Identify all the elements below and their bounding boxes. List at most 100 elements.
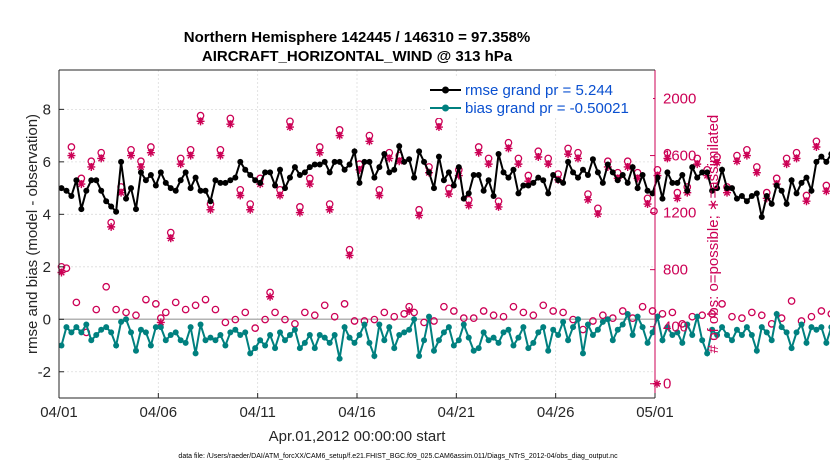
y2-tick-label: 0 [663,376,671,393]
y-tick-label: 4 [43,206,51,223]
rmse-point [222,179,229,186]
bias-point [798,321,805,328]
y-axis-label: rmse and bias (model - observation) [24,114,41,354]
bias-point [262,342,269,349]
bias-point [142,329,149,336]
obs-assimilated-marker [156,318,165,327]
obs-assimilated-marker [136,162,145,171]
rmse-point [589,156,596,163]
obs-assimilated-marker [166,234,175,243]
obs-assimilated-marker [57,268,66,277]
bias-point [286,332,293,339]
obs-assimilated-marker [216,151,225,160]
obs-assimilated-marker [87,162,96,171]
rmse-point [128,185,135,192]
obs-possible-marker [181,305,190,314]
obs-possible-marker [241,308,250,317]
rmse-point [485,177,492,184]
rmse-point [98,187,105,194]
bias-point [321,334,328,341]
obs-assimilated-marker [345,251,354,260]
obs-assimilated-marker [524,177,533,186]
bias-point [207,334,214,341]
obs-assimilated-marker [127,151,136,160]
bias-point [684,321,691,328]
bias-point [301,339,308,346]
obs-assimilated-marker [146,148,155,157]
bias-point [157,324,164,331]
x-tick-label: 04/11 [239,404,275,421]
bias-point [212,337,219,344]
rmse-point [808,187,815,194]
obs-possible-marker [430,317,438,325]
obs-assimilated-marker [246,205,255,214]
obs-assimilated-marker [285,123,294,132]
rmse-point [426,169,433,176]
rmse-point [788,177,795,184]
obs-possible-marker [261,315,269,324]
obs-assimilated-marker [752,168,761,177]
rmse-point [584,171,591,178]
obs-assimilated-marker [583,195,592,204]
y-tick-label: -2 [38,364,51,381]
obs-assimilated-marker [196,117,205,126]
obs-assimilated-marker [633,174,642,183]
bias-point [594,326,601,333]
obs-assimilated-marker [574,154,583,163]
bias-point [629,332,636,339]
rmse-point [803,174,810,181]
bias-point [495,339,502,346]
bias-point [440,329,447,336]
obs-possible-marker [370,315,379,324]
rmse-point [684,187,691,194]
y2-tick-label: 1200 [663,205,696,222]
obs-assimilated-marker [454,171,463,180]
obs-assimilated-marker [236,191,245,200]
rmse-point [639,171,646,178]
bias-point [728,337,735,344]
rmse-point [113,208,120,215]
bias-point [128,329,135,336]
rmse-point [326,169,333,176]
bias-point [540,324,547,331]
rmse-point [430,185,437,192]
obs-possible-marker [598,311,607,320]
bias-point [366,339,373,346]
bias-point [763,329,770,336]
rmse-point [316,161,323,168]
rmse-point [172,187,179,194]
chart-title: Northern Hemisphere 142445 / 146310 = 97… [184,29,530,46]
rmse-point [783,200,790,207]
rmse-point [654,174,661,181]
bias-point [679,339,686,346]
rmse-point [674,179,681,186]
bias-point [450,342,457,349]
bias-point [371,353,378,360]
rmse-point [460,195,467,202]
rmse-point [88,177,95,184]
bias-point [510,342,517,349]
rmse-point [381,150,388,157]
rmse-point [257,179,264,186]
bias-point [714,332,721,339]
obs-possible-marker [559,308,567,317]
rmse-point [664,169,671,176]
bias-point [480,329,487,336]
bias-point [570,324,577,331]
bias-point [589,332,596,339]
rmse-point [758,213,765,220]
bias-point [719,324,726,331]
bias-point [788,345,795,352]
rmse-point [520,182,527,189]
obs-assimilated-marker [325,205,334,214]
rmse-point [505,174,512,181]
bias-point [296,345,303,352]
rmse-point [78,206,85,213]
rmse-point [599,179,606,186]
obs-assimilated-marker [276,191,285,200]
rmse-point [575,174,582,181]
rmse-point [406,156,413,163]
bias-point [793,329,800,336]
obs-possible-marker [549,307,558,315]
rmse-point [247,171,254,178]
